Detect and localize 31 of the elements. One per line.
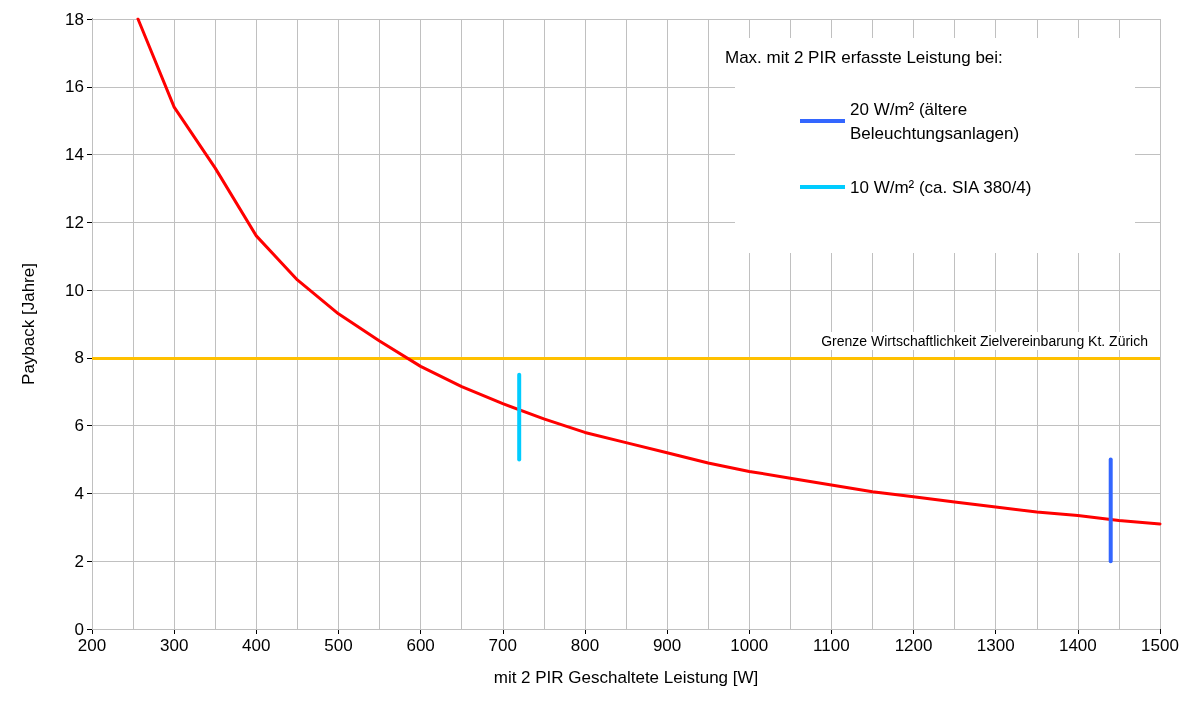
y-tick-label: 18 <box>65 9 84 29</box>
y-tick-label: 12 <box>65 212 84 232</box>
y-tick-label: 16 <box>65 77 84 97</box>
legend-label: 20 W/m² (ältere Beleuchtungsanlagen) <box>850 99 1020 143</box>
line-series <box>136 17 1162 526</box>
x-tick-label: 300 <box>159 636 189 655</box>
x-tick-label: 900 <box>652 636 682 655</box>
x-tick-label: 500 <box>324 636 353 655</box>
y-tick-label: 10 <box>65 280 84 300</box>
x-tick-label: 400 <box>242 636 271 655</box>
x-tick-label: 1500 <box>1141 636 1179 655</box>
x-tick-label: 200 <box>77 636 107 655</box>
x-tick-label: 1300 <box>976 636 1015 655</box>
x-tick-label: 1200 <box>894 636 933 655</box>
x-tick-label: 800 <box>570 636 600 655</box>
y-tick-label: 8 <box>74 348 84 368</box>
y-tick-label: 0 <box>74 619 84 639</box>
y-tick-label: 14 <box>65 145 84 165</box>
x-tick-label: 1400 <box>1058 636 1097 655</box>
y-tick-label: 4 <box>74 483 84 503</box>
x-tick-label: 600 <box>406 636 435 655</box>
legend-label: 10 W/m² (ca. SIA 380/4) <box>850 177 1032 197</box>
x-tick-label: 1100 <box>813 636 850 655</box>
x-axis-title: mit 2 PIR Geschaltete Leistung [W] <box>493 668 759 687</box>
y-tick-label: 2 <box>74 551 84 571</box>
x-tick-label: 700 <box>488 636 517 655</box>
ref-line-label: Grenze Wirtschaftlichkeit Zielvereinbarung Kt. Zürich <box>821 332 1148 349</box>
y-tick-label: 6 <box>74 416 84 436</box>
legend-title: Max. mit 2 PIR erfasste Leistung bei: <box>725 47 1003 67</box>
x-tick-label: 1000 <box>730 636 769 655</box>
y-axis-title: Payback [Jahre] <box>19 263 38 385</box>
